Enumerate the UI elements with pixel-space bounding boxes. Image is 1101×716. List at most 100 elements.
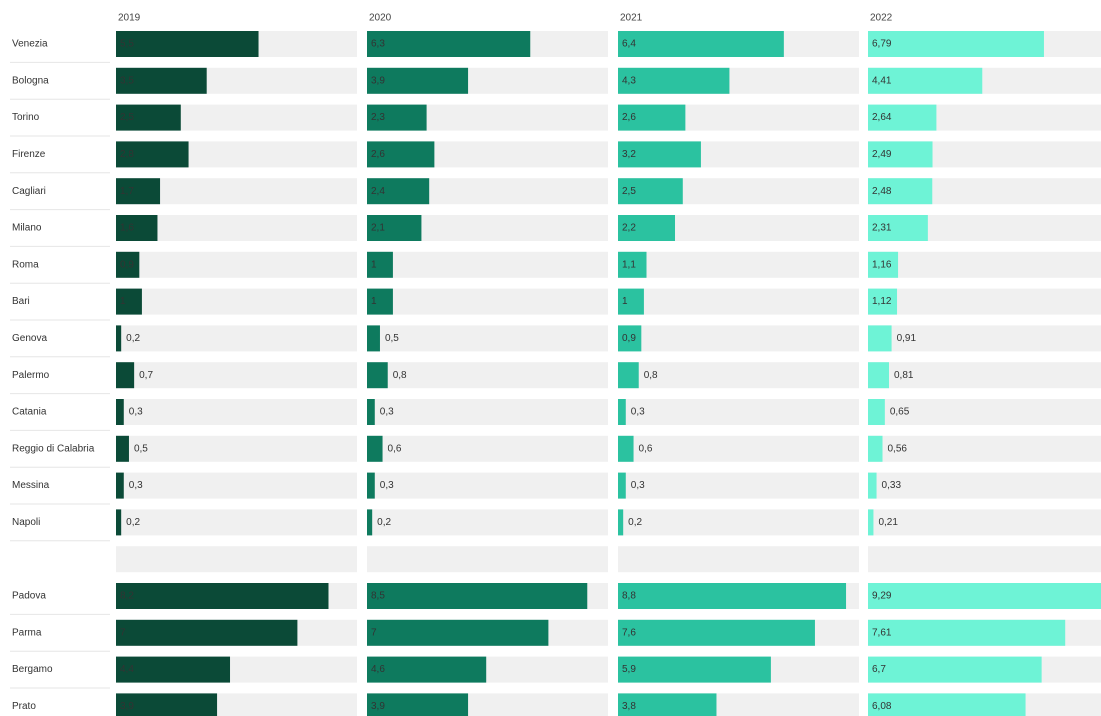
value-label: 2,49 <box>872 149 892 160</box>
bar <box>868 399 885 425</box>
row-label: Bari <box>12 296 30 307</box>
bar-background <box>618 472 859 499</box>
bar-background <box>868 472 1101 499</box>
bar-background <box>367 362 608 389</box>
value-label: 1,12 <box>872 296 892 307</box>
bar <box>367 104 427 131</box>
value-label: 0,3 <box>631 480 645 491</box>
bar <box>367 31 531 57</box>
bar <box>116 288 142 315</box>
value-label: 5,9 <box>622 664 636 675</box>
bar <box>367 399 375 425</box>
bar-background <box>367 472 608 499</box>
row-label: Roma <box>12 259 39 270</box>
bar-background <box>618 546 859 573</box>
value-label: 0,91 <box>897 333 917 344</box>
row-label: Firenze <box>12 149 46 160</box>
column-header: 2022 <box>870 13 893 24</box>
bar <box>367 325 380 352</box>
value-label: 2,48 <box>872 186 892 197</box>
value-label: 7,6 <box>622 627 636 638</box>
value-label: 4,6 <box>371 664 385 675</box>
bar <box>618 472 626 499</box>
row-label: Messina <box>12 480 50 491</box>
row-label: Parma <box>12 627 42 638</box>
value-label: 1,1 <box>622 259 636 270</box>
value-label: 5,5 <box>120 39 134 50</box>
value-label: 1,6 <box>120 223 134 234</box>
value-label: 6,3 <box>371 39 385 50</box>
bar <box>116 141 189 168</box>
column-header: 2019 <box>118 13 141 24</box>
value-label: 8,8 <box>622 591 636 602</box>
bar-background <box>868 509 1101 536</box>
bar <box>367 509 373 536</box>
value-label: 2,2 <box>622 223 636 234</box>
bar-background <box>116 546 357 573</box>
row-label: Padova <box>12 591 46 602</box>
bar <box>367 583 588 609</box>
bar-background <box>367 288 608 315</box>
value-label: 0,65 <box>890 407 910 418</box>
bar <box>868 67 983 94</box>
bar-background <box>618 362 859 389</box>
value-label: 6,08 <box>872 701 892 712</box>
value-label: 7 <box>371 627 377 638</box>
bar <box>367 251 393 278</box>
value-label: 0,6 <box>639 443 653 454</box>
bar-background <box>618 288 859 315</box>
bar-background <box>116 362 357 389</box>
bar <box>868 325 892 352</box>
value-label: 2,8 <box>120 149 134 160</box>
bar <box>868 435 883 462</box>
value-label: 2,5 <box>622 186 636 197</box>
bar <box>116 104 181 131</box>
bar-background <box>367 546 608 573</box>
value-label: 3,9 <box>120 701 134 712</box>
bar <box>618 656 771 683</box>
bar <box>618 325 642 352</box>
bar-background <box>367 399 608 425</box>
bar-background <box>116 399 357 425</box>
bar <box>116 656 231 683</box>
value-label: 2,5 <box>120 112 134 123</box>
bar <box>116 399 124 425</box>
value-label: 1,7 <box>120 186 134 197</box>
bar-background <box>618 435 859 462</box>
bar-background <box>868 362 1101 389</box>
value-label: 0,2 <box>126 333 140 344</box>
bar <box>618 288 644 315</box>
bar <box>618 31 784 57</box>
bar <box>868 362 889 389</box>
value-label: 3,9 <box>371 701 385 712</box>
bar <box>367 141 435 168</box>
row-label: Cagliari <box>12 186 46 197</box>
value-label: 3,2 <box>622 149 636 160</box>
bar-background <box>868 399 1101 425</box>
bar <box>868 693 1026 716</box>
value-label: 0,9 <box>120 259 134 270</box>
bar <box>367 619 549 646</box>
bar <box>116 693 218 716</box>
value-label: 1,16 <box>872 259 892 270</box>
value-label: 0,9 <box>622 333 636 344</box>
bar <box>618 693 717 716</box>
bar <box>116 435 129 462</box>
bar <box>868 31 1044 57</box>
bar <box>367 656 487 683</box>
value-label: 0,21 <box>878 517 898 528</box>
value-label: 9,29 <box>872 591 892 602</box>
bar <box>868 472 877 499</box>
bar <box>868 251 899 278</box>
bar <box>868 141 933 168</box>
value-label: 3,9 <box>371 75 385 86</box>
value-label: 2,31 <box>872 223 892 234</box>
bar <box>367 435 383 462</box>
bar-background <box>618 399 859 425</box>
value-label: 0,8 <box>644 370 658 381</box>
bar <box>618 399 626 425</box>
bar-background <box>618 325 859 352</box>
bar <box>868 619 1066 646</box>
column-header: 2021 <box>620 13 643 24</box>
value-label: 8,5 <box>371 591 385 602</box>
